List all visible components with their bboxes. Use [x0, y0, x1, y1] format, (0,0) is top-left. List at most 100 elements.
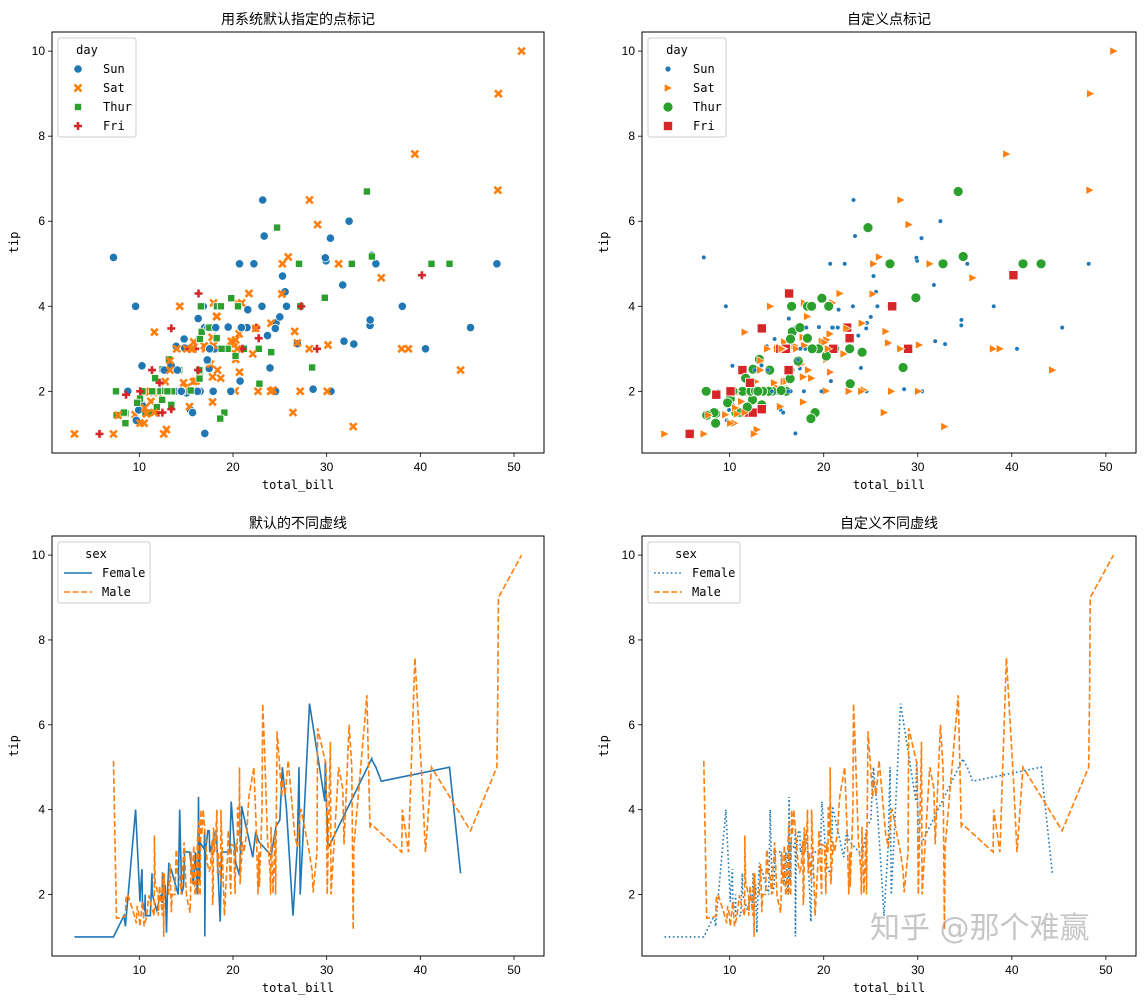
point-thur: [362, 187, 371, 196]
point-thur: [255, 379, 264, 388]
point-sun: [277, 271, 288, 281]
point-sat: [880, 407, 890, 418]
chart-title: 自定义点标记: [847, 12, 931, 28]
chart-3: 默认的不同虚线 total_bill tip 10 20 30 40 50 2 4 6 8 10 sex F…: [7, 516, 545, 995]
y-tick-label: 2: [38, 887, 45, 901]
point-sat: [278, 259, 287, 269]
point-fri: [844, 333, 855, 344]
legend-title: day: [76, 43, 98, 57]
point-sat: [244, 289, 254, 298]
point-sat: [172, 344, 182, 354]
x-tick-label: 20: [226, 963, 240, 977]
point-thur: [163, 387, 172, 396]
y-tick-label: 6: [628, 718, 635, 732]
point-sat: [881, 326, 891, 337]
y-tick-label: 10: [622, 44, 636, 58]
point-sun: [991, 303, 997, 309]
point-thur: [231, 351, 240, 360]
legend: day Sun Sat Thur Fri: [57, 37, 137, 138]
point-sat: [792, 344, 802, 354]
point-thur: [844, 343, 856, 355]
legend-box: [57, 541, 151, 604]
point-thur: [216, 414, 225, 423]
point-thur: [856, 346, 868, 358]
point-thur: [794, 322, 806, 334]
legend-label: Sun: [103, 62, 125, 76]
x-tick-label: 10: [723, 963, 737, 977]
point-sat: [858, 318, 868, 328]
point-sat: [904, 219, 914, 230]
point-thur: [710, 417, 721, 429]
legend-marker-icon: [663, 121, 674, 132]
point-sat: [839, 349, 849, 359]
point-sun: [871, 273, 876, 279]
point-fri: [756, 404, 767, 415]
point-sat: [348, 422, 358, 431]
point-sat: [251, 324, 261, 333]
point-sat: [376, 273, 386, 283]
point-sun: [308, 384, 318, 394]
point-sun: [137, 361, 147, 371]
point-sat: [799, 397, 809, 407]
y-tick-label: 10: [32, 548, 46, 562]
point-sat: [159, 429, 169, 439]
point-fri: [684, 428, 695, 439]
point-thur: [158, 395, 167, 404]
point-sun: [795, 357, 801, 363]
point-fri: [167, 405, 176, 414]
y-tick-label: 8: [628, 633, 635, 647]
y-tick-label: 10: [622, 548, 636, 562]
point-sat: [410, 149, 420, 159]
x-tick-label: 40: [1005, 963, 1019, 977]
point-sun: [842, 261, 848, 267]
legend-marker-icon: [665, 66, 671, 72]
point-sun: [176, 386, 186, 396]
point-sun: [759, 362, 764, 368]
point-thur: [347, 259, 356, 268]
point-thur: [445, 259, 454, 268]
point-sat: [165, 365, 175, 375]
point-sat: [968, 273, 978, 283]
point-thur: [320, 293, 329, 302]
plot-area: [660, 46, 1119, 439]
point-sat: [493, 185, 503, 195]
point-sat: [213, 365, 222, 375]
plot-area: [70, 46, 526, 439]
x-tick-label: 50: [1099, 963, 1113, 977]
point-sun: [914, 255, 919, 261]
legend-marker-icon: [73, 83, 83, 93]
point-fri: [194, 366, 202, 375]
legend-label: Male: [102, 585, 131, 599]
point-sun: [249, 259, 259, 269]
point-sun: [262, 330, 273, 341]
point-sat: [1109, 46, 1119, 56]
point-sat: [70, 429, 79, 439]
point-thur: [884, 258, 896, 270]
point-sat: [740, 407, 750, 418]
point-sat: [235, 367, 244, 377]
y-tick-label: 4: [628, 803, 635, 817]
point-sun: [730, 363, 735, 369]
point-sun: [938, 218, 943, 224]
point-sat: [494, 89, 503, 99]
point-sat: [212, 312, 221, 321]
point-sat: [804, 365, 814, 375]
point-fri: [95, 429, 104, 438]
point-sat: [179, 378, 188, 388]
point-thur: [816, 292, 828, 304]
point-fri: [254, 334, 263, 343]
point-sun: [325, 233, 335, 243]
point-sun: [275, 312, 285, 322]
legend-label: Fri: [693, 119, 715, 133]
point-sun: [226, 386, 236, 396]
y-axis-label: tip: [7, 232, 21, 254]
point-sat: [884, 338, 894, 348]
point-sat: [113, 410, 123, 420]
line-female: [74, 703, 462, 938]
point-fri: [725, 386, 736, 397]
point-sat: [721, 410, 731, 420]
legend-title: sex: [675, 547, 697, 561]
point-sun: [259, 231, 269, 241]
legend: sex Female Male: [647, 541, 741, 604]
legend-label: Fri: [103, 119, 125, 133]
